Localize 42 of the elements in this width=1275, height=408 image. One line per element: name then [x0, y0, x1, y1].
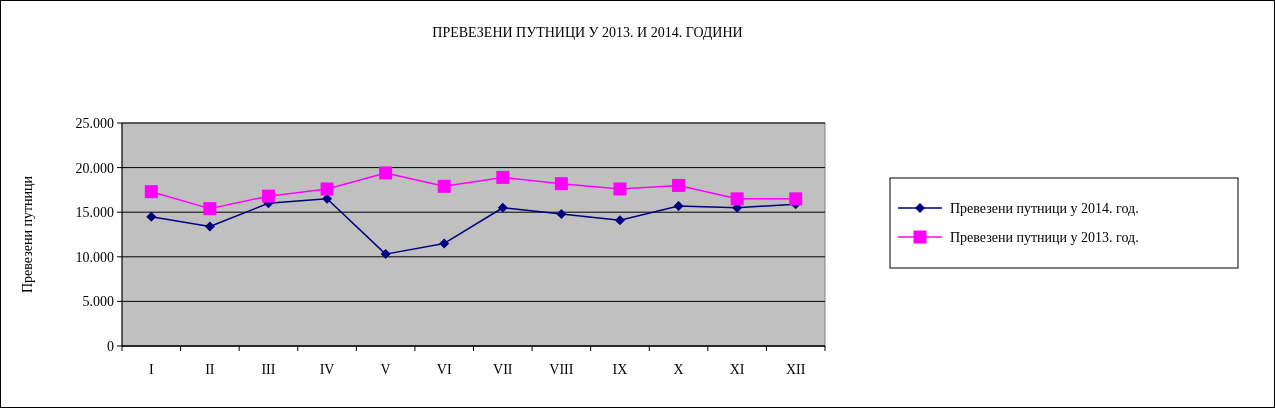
x-tick-label: I — [148, 362, 154, 377]
x-tick-label: II — [205, 362, 215, 377]
point — [379, 166, 393, 180]
point — [497, 202, 508, 213]
point — [730, 192, 744, 206]
point — [439, 238, 450, 249]
y-tick-label: 20.000 — [75, 160, 114, 176]
point — [204, 221, 215, 232]
y-tick-label: 0 — [107, 338, 114, 354]
chart-title: ПРЕВЕЗЕНИ ПУТНИЦИ У 2013. И 2014. ГОДИНИ — [432, 25, 743, 40]
x-tick-label: XII — [785, 362, 806, 377]
x-tick-label: VIII — [549, 362, 574, 377]
point — [613, 182, 627, 196]
x-tick-label: X — [673, 362, 684, 377]
x-tick-label: VII — [493, 362, 513, 377]
point — [556, 208, 567, 219]
point — [673, 200, 684, 211]
point — [261, 189, 275, 203]
y-axis-title: Превезени путници — [20, 175, 35, 294]
x-tick-label: V — [380, 362, 391, 377]
point — [146, 211, 157, 222]
x-tick-label: III — [261, 362, 276, 377]
x-tick-label: IV — [319, 362, 335, 377]
y-tick-label: 10.000 — [75, 249, 114, 265]
x-tick-label: XI — [729, 362, 745, 377]
point — [144, 185, 158, 199]
point — [614, 215, 625, 226]
point — [380, 249, 391, 260]
point — [496, 170, 510, 184]
y-tick-label: 25.000 — [75, 115, 114, 131]
point — [554, 177, 568, 191]
point — [320, 182, 334, 196]
point — [437, 179, 451, 193]
x-tick-label: VI — [436, 362, 452, 377]
point — [672, 178, 686, 192]
y-tick-label: 5.000 — [82, 294, 114, 310]
legend-label: Превезени путници у 2013. год. — [950, 229, 1139, 245]
point — [203, 202, 217, 216]
y-tick-label: 15.000 — [75, 205, 114, 221]
legend-label: Превезени путници у 2014. год. — [950, 200, 1139, 216]
x-tick-label: IX — [612, 362, 628, 377]
point — [789, 192, 803, 206]
